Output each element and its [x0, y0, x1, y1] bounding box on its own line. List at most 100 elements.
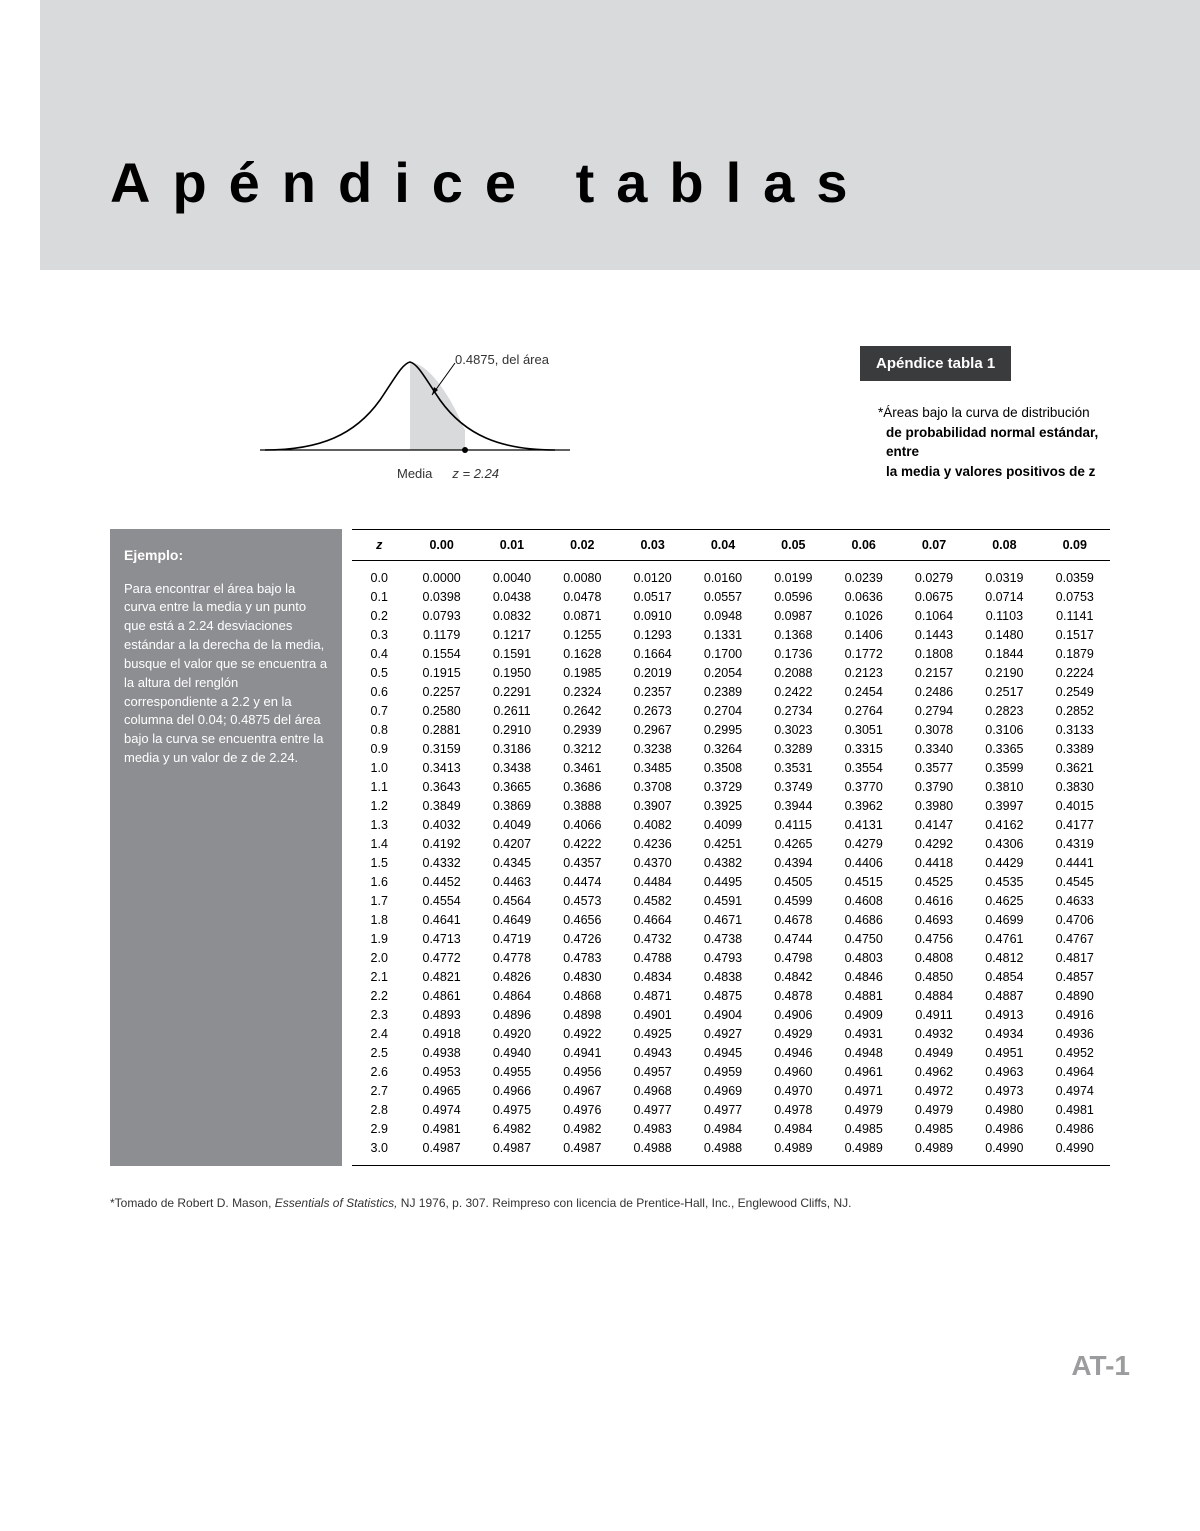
value-cell: 0.4265 — [758, 835, 828, 854]
value-cell: 0.1443 — [899, 626, 969, 645]
value-cell: 0.4893 — [406, 1006, 476, 1025]
value-cell: 0.4306 — [969, 835, 1039, 854]
value-cell: 0.0398 — [406, 588, 476, 607]
value-cell: 0.4608 — [829, 892, 899, 911]
value-cell: 0.0000 — [406, 561, 476, 588]
value-cell: 0.2995 — [688, 721, 758, 740]
value-cell: 0.4871 — [617, 987, 687, 1006]
value-cell: 0.4656 — [547, 911, 617, 930]
table-row: 0.80.28810.29100.29390.29670.29950.30230… — [352, 721, 1110, 740]
table-row: 3.00.49870.49870.49870.49880.49880.49890… — [352, 1139, 1110, 1166]
col-0.07: 0.07 — [899, 530, 969, 561]
value-cell: 0.3830 — [1040, 778, 1110, 797]
table-row: 1.60.44520.44630.44740.44840.44950.45050… — [352, 873, 1110, 892]
value-cell: 0.4332 — [406, 854, 476, 873]
value-cell: 0.1554 — [406, 645, 476, 664]
example-title: Ejemplo: — [124, 545, 328, 565]
value-cell: 0.4750 — [829, 930, 899, 949]
z-cell: 1.3 — [352, 816, 406, 835]
value-cell: 0.4906 — [758, 1006, 828, 1025]
z-cell: 2.1 — [352, 968, 406, 987]
value-cell: 0.4693 — [899, 911, 969, 930]
z-cell: 1.0 — [352, 759, 406, 778]
source-footnote: *Tomado de Robert D. Mason, Essentials o… — [110, 1196, 1200, 1210]
value-cell: 0.3413 — [406, 759, 476, 778]
value-cell: 0.4616 — [899, 892, 969, 911]
value-cell: 0.4875 — [688, 987, 758, 1006]
value-cell: 0.4957 — [617, 1063, 687, 1082]
value-cell: 0.2580 — [406, 702, 476, 721]
value-cell: 0.2673 — [617, 702, 687, 721]
value-cell: 0.3599 — [969, 759, 1039, 778]
value-cell: 0.4967 — [547, 1082, 617, 1101]
table-row: 0.10.03980.04380.04780.05170.05570.05960… — [352, 588, 1110, 607]
value-cell: 0.4793 — [688, 949, 758, 968]
value-cell: 0.4984 — [688, 1120, 758, 1139]
value-cell: 0.4554 — [406, 892, 476, 911]
z-value-label: z = 2.24 — [452, 466, 499, 481]
value-cell: 0.4896 — [477, 1006, 547, 1025]
value-cell: 0.3159 — [406, 740, 476, 759]
value-cell: 0.0948 — [688, 607, 758, 626]
value-cell: 0.0080 — [547, 561, 617, 588]
value-cell: 0.4979 — [829, 1101, 899, 1120]
value-cell: 0.4177 — [1040, 816, 1110, 835]
value-cell: 0.3315 — [829, 740, 899, 759]
value-cell: 0.4525 — [899, 873, 969, 892]
table-row: 2.70.49650.49660.49670.49680.49690.49700… — [352, 1082, 1110, 1101]
value-cell: 0.4948 — [829, 1044, 899, 1063]
table-row: 1.30.40320.40490.40660.40820.40990.41150… — [352, 816, 1110, 835]
value-cell: 0.1293 — [617, 626, 687, 645]
value-cell: 0.4545 — [1040, 873, 1110, 892]
value-cell: 0.4941 — [547, 1044, 617, 1063]
value-cell: 0.3962 — [829, 797, 899, 816]
value-cell: 0.4633 — [1040, 892, 1110, 911]
z-cell: 2.0 — [352, 949, 406, 968]
desc-line-2: de probabilidad normal estándar, entre — [886, 423, 1110, 462]
value-cell: 0.3577 — [899, 759, 969, 778]
value-cell: 0.4887 — [969, 987, 1039, 1006]
value-cell: 0.4429 — [969, 854, 1039, 873]
value-cell: 0.0279 — [899, 561, 969, 588]
value-cell: 0.4049 — [477, 816, 547, 835]
header-band: Apéndice tablas — [40, 0, 1200, 270]
value-cell: 0.1664 — [617, 645, 687, 664]
value-cell: 0.0636 — [829, 588, 899, 607]
value-cell: 0.1628 — [547, 645, 617, 664]
value-cell: 0.4952 — [1040, 1044, 1110, 1063]
value-cell: 0.3289 — [758, 740, 828, 759]
table-row: 1.50.43320.43450.43570.43700.43820.43940… — [352, 854, 1110, 873]
value-cell: 0.1217 — [477, 626, 547, 645]
value-cell: 0.4292 — [899, 835, 969, 854]
value-cell: 0.2357 — [617, 683, 687, 702]
value-cell: 0.0478 — [547, 588, 617, 607]
value-cell: 0.1591 — [477, 645, 547, 664]
z-cell: 2.6 — [352, 1063, 406, 1082]
value-cell: 0.4772 — [406, 949, 476, 968]
value-cell: 0.4925 — [617, 1025, 687, 1044]
value-cell: 0.1331 — [688, 626, 758, 645]
z-cell: 0.6 — [352, 683, 406, 702]
value-cell: 0.4920 — [477, 1025, 547, 1044]
footnote-title: Essentials of Statistics, — [275, 1196, 398, 1210]
value-cell: 0.4890 — [1040, 987, 1110, 1006]
value-cell: 0.3749 — [758, 778, 828, 797]
value-cell: 0.4842 — [758, 968, 828, 987]
z-cell: 0.1 — [352, 588, 406, 607]
value-cell: 0.4938 — [406, 1044, 476, 1063]
value-cell: 0.4564 — [477, 892, 547, 911]
z-cell: 2.9 — [352, 1120, 406, 1139]
z-cell: 1.9 — [352, 930, 406, 949]
value-cell: 0.4826 — [477, 968, 547, 987]
col-0.01: 0.01 — [477, 530, 547, 561]
value-cell: 0.4953 — [406, 1063, 476, 1082]
value-cell: 0.4981 — [406, 1120, 476, 1139]
value-cell: 0.3980 — [899, 797, 969, 816]
value-cell: 0.4452 — [406, 873, 476, 892]
value-cell: 0.4418 — [899, 854, 969, 873]
value-cell: 0.2088 — [758, 664, 828, 683]
desc-line-1: *Áreas bajo la curva de distribución — [878, 403, 1110, 423]
value-cell: 0.4147 — [899, 816, 969, 835]
value-cell: 0.2389 — [688, 683, 758, 702]
value-cell: 0.4974 — [406, 1101, 476, 1120]
